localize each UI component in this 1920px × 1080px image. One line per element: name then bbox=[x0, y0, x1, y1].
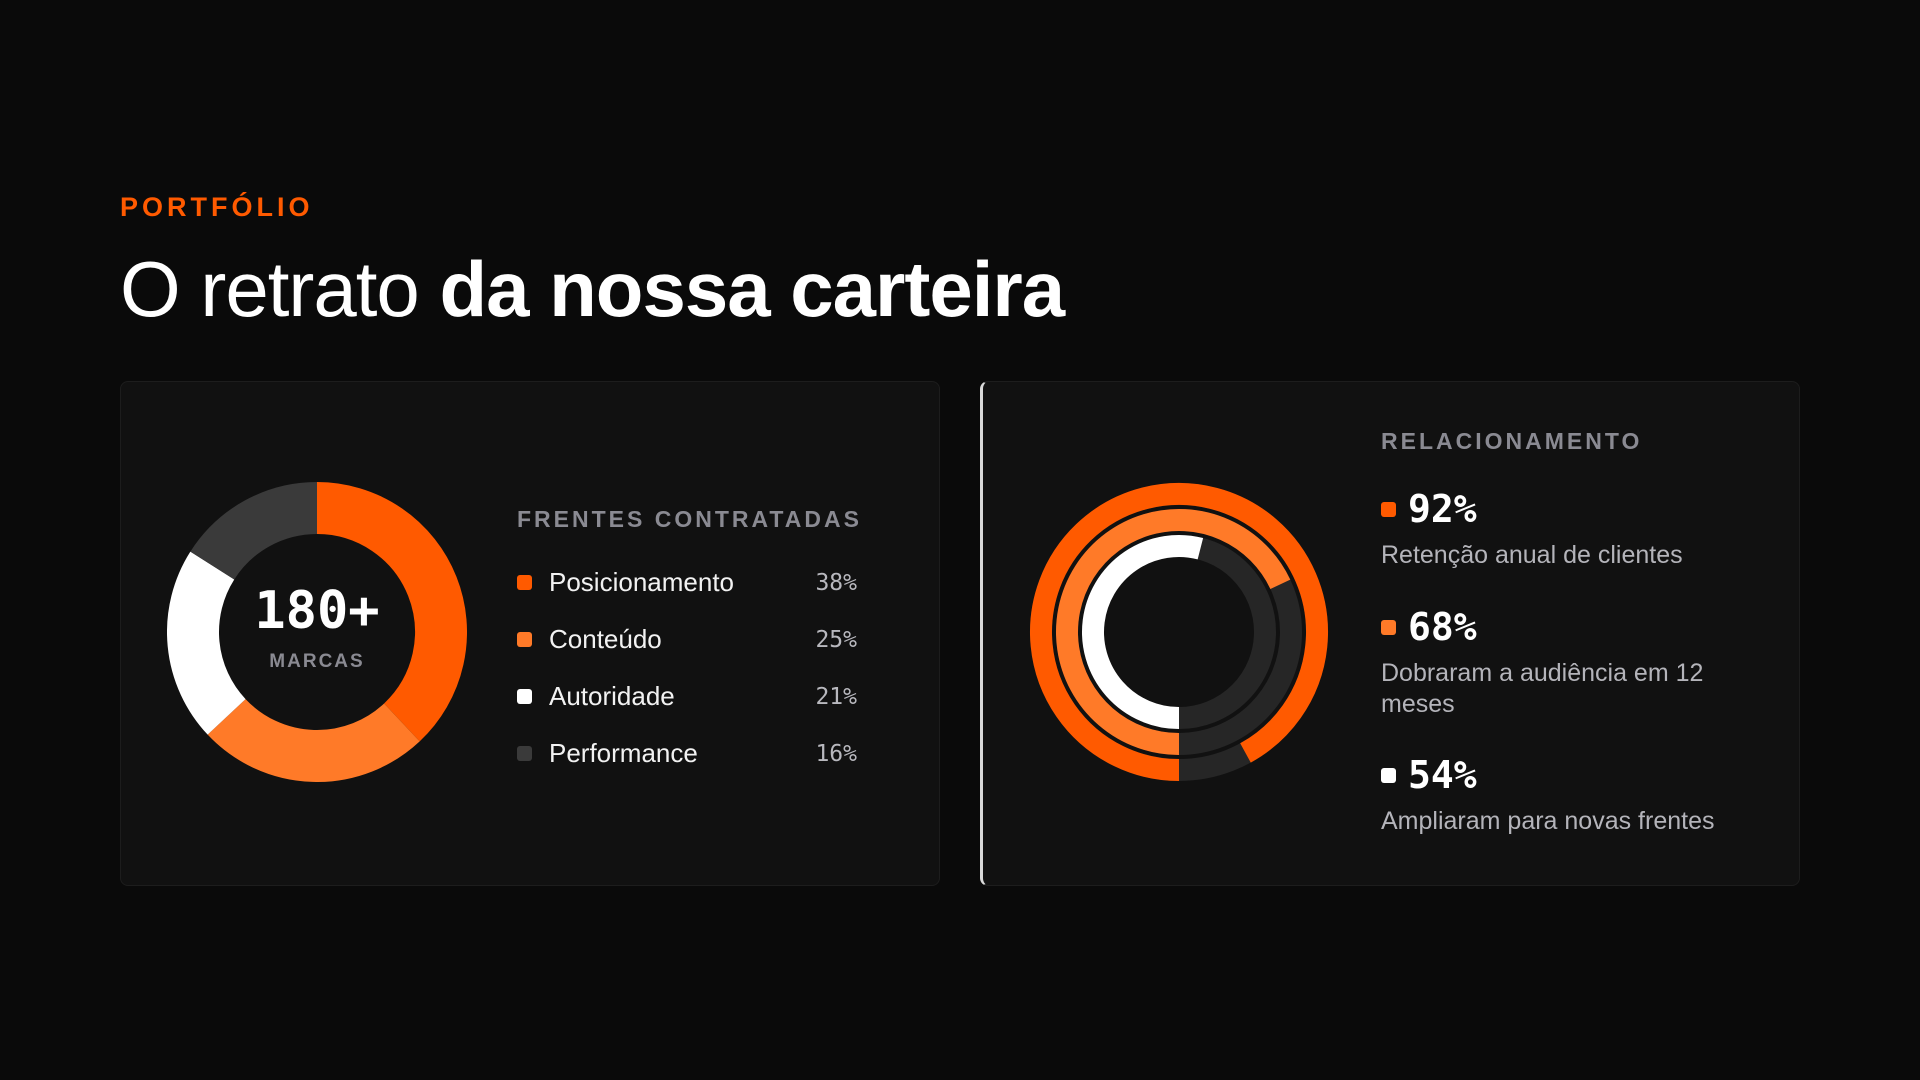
legend-value: 16% bbox=[815, 740, 857, 767]
donut-slice-conte-do bbox=[207, 698, 420, 782]
legend-value: 38% bbox=[815, 569, 857, 596]
stat-swatch bbox=[1381, 501, 1396, 517]
legend-item: Conteúdo 25% bbox=[517, 611, 857, 668]
legend-swatch bbox=[517, 689, 532, 704]
legend-item: Autoridade 21% bbox=[517, 668, 857, 725]
legend-label: Conteúdo bbox=[549, 624, 662, 654]
legend-swatch bbox=[517, 632, 532, 647]
donut-slice-autoridade bbox=[167, 551, 247, 735]
ring-arc-2 bbox=[1056, 509, 1291, 755]
donut-slice-posicionamento bbox=[316, 482, 467, 742]
legend-label: Performance bbox=[549, 738, 698, 768]
legend-swatch bbox=[517, 575, 532, 590]
stat-value: 54% bbox=[1408, 753, 1477, 797]
donut-slice-performance bbox=[190, 482, 318, 581]
donut-center-value: 180+ bbox=[254, 581, 380, 641]
title-light: O retrato bbox=[120, 245, 440, 333]
stat-value: 92% bbox=[1408, 487, 1477, 531]
stat-label: Retenção anual de clientes bbox=[1381, 541, 1683, 569]
legend-value: 25% bbox=[815, 626, 857, 653]
title-bold: da nossa carteira bbox=[439, 245, 1065, 333]
donut-legend: Posicionamento 38% Conteúdo 25% Autoridade 21… bbox=[517, 554, 857, 782]
stat-item: 68% Dobraram a audiência em 12 meses bbox=[1381, 608, 1761, 719]
stat-item: 54% Ampliaram para novas frentes bbox=[1381, 756, 1761, 837]
radial-rings-chart bbox=[1029, 482, 1329, 782]
stat-swatch bbox=[1381, 619, 1396, 635]
legend-swatch bbox=[517, 746, 532, 761]
portfolio-card: 180+ MARCAS FRENTES CONTRATADAS Posicion… bbox=[120, 381, 940, 886]
rings-svg bbox=[1030, 483, 1328, 781]
stat-label: Ampliaram para novas frentes bbox=[1381, 807, 1715, 835]
eyebrow-label: PORTFÓLIO bbox=[120, 192, 314, 222]
stat-swatch bbox=[1381, 767, 1396, 783]
ring-arc-3 bbox=[1082, 535, 1204, 729]
legend-label: Autoridade bbox=[549, 681, 675, 711]
stat-label: Dobraram a audiência em 12 meses bbox=[1381, 659, 1704, 718]
donut-chart: 180+ MARCAS bbox=[167, 482, 467, 782]
donut-center-label: MARCAS bbox=[269, 651, 365, 672]
legend-value: 21% bbox=[815, 683, 857, 710]
legend-title: FRENTES CONTRATADAS bbox=[517, 506, 862, 532]
ring-arc-1 bbox=[1030, 483, 1328, 781]
donut-center: 180+ MARCAS bbox=[167, 482, 467, 782]
stat-value: 68% bbox=[1408, 605, 1477, 649]
legend-label: Posicionamento bbox=[549, 567, 734, 597]
legend-item: Performance 16% bbox=[517, 725, 857, 782]
page-title: O retrato da nossa carteira bbox=[120, 250, 1065, 328]
relationship-card: RELACIONAMENTO 92% Retenção anual de cli… bbox=[980, 381, 1800, 886]
relationship-title: RELACIONAMENTO bbox=[1381, 428, 1643, 454]
donut-svg bbox=[167, 482, 467, 782]
stat-item: 92% Retenção anual de clientes bbox=[1381, 490, 1761, 571]
legend-item: Posicionamento 38% bbox=[517, 554, 857, 611]
